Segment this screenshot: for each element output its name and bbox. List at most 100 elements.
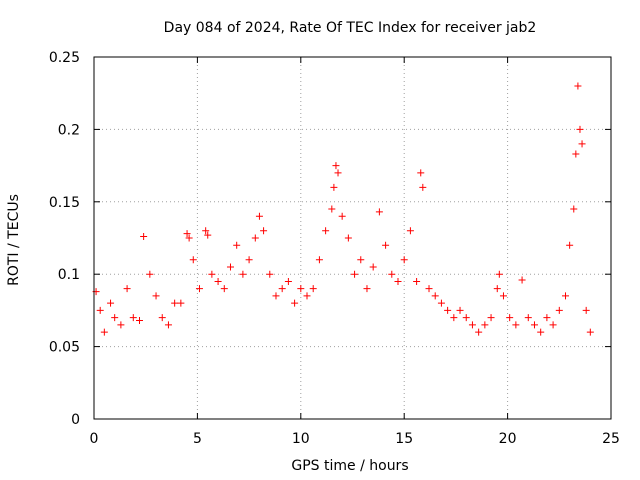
- y-tick-label: 0: [71, 412, 80, 428]
- data-point: [493, 285, 501, 293]
- data-point: [555, 306, 563, 314]
- data-point: [291, 299, 299, 307]
- data-point: [530, 321, 538, 329]
- data-point: [214, 277, 222, 285]
- data-point: [183, 230, 191, 238]
- data-point: [566, 241, 574, 249]
- data-point: [146, 270, 154, 278]
- data-point: [208, 270, 216, 278]
- data-point: [309, 285, 317, 293]
- data-point: [562, 292, 570, 300]
- data-point: [444, 306, 452, 314]
- data-point: [450, 314, 458, 322]
- data-point: [394, 277, 402, 285]
- data-point: [487, 314, 495, 322]
- data-point: [332, 162, 340, 170]
- data-point: [303, 292, 311, 300]
- data-point: [171, 299, 179, 307]
- data-point: [475, 328, 483, 336]
- data-point: [537, 328, 545, 336]
- data-point: [586, 328, 594, 336]
- data-point: [315, 256, 323, 264]
- data-point: [328, 205, 336, 213]
- chart-title: Day 084 of 2024, Rate Of TEC Index for r…: [164, 20, 537, 36]
- x-tick-label: 20: [499, 431, 517, 447]
- data-point: [266, 270, 274, 278]
- data-point: [255, 212, 263, 220]
- data-point: [388, 270, 396, 278]
- data-point: [437, 299, 445, 307]
- data-point: [152, 292, 160, 300]
- plot-frame: [93, 56, 612, 420]
- data-point: [204, 231, 212, 239]
- y-tick-label: 0.25: [49, 50, 80, 66]
- data-point: [245, 256, 253, 264]
- grid-layer: [94, 57, 611, 419]
- y-tick-label: 0.2: [58, 122, 80, 138]
- data-point: [495, 270, 503, 278]
- data-point: [468, 321, 476, 329]
- data-point: [100, 328, 108, 336]
- data-point: [189, 256, 197, 264]
- x-tick-label: 25: [602, 431, 620, 447]
- data-point: [164, 321, 172, 329]
- data-point: [382, 241, 390, 249]
- data-point: [578, 140, 586, 148]
- data-point: [582, 306, 590, 314]
- data-point: [512, 321, 520, 329]
- data-point: [506, 314, 514, 322]
- data-point: [123, 285, 131, 293]
- data-point: [220, 285, 228, 293]
- data-point: [111, 314, 119, 322]
- data-point: [135, 317, 143, 325]
- data-point: [462, 314, 470, 322]
- y-tick-label: 0.05: [49, 340, 80, 356]
- x-tick-label: 10: [292, 431, 310, 447]
- data-point: [543, 314, 551, 322]
- data-point: [239, 270, 247, 278]
- data-point: [140, 233, 148, 241]
- data-point: [107, 299, 115, 307]
- data-point: [284, 277, 292, 285]
- data-point: [425, 285, 433, 293]
- data-point: [322, 227, 330, 235]
- data-point: [431, 292, 439, 300]
- x-tick-label: 15: [395, 431, 413, 447]
- data-point: [400, 256, 408, 264]
- data-point: [574, 82, 582, 90]
- data-point: [351, 270, 359, 278]
- data-point: [357, 256, 365, 264]
- data-point: [260, 227, 268, 235]
- data-point: [177, 299, 185, 307]
- data-point: [570, 205, 578, 213]
- data-point: [272, 292, 280, 300]
- data-point: [297, 285, 305, 293]
- data-point: [419, 183, 427, 191]
- data-point: [363, 285, 371, 293]
- y-tick-label: 0.15: [49, 195, 80, 211]
- data-point: [481, 321, 489, 329]
- data-point: [338, 212, 346, 220]
- data-point: [117, 321, 125, 329]
- data-point: [226, 263, 234, 271]
- data-point: [413, 277, 421, 285]
- data-point: [549, 321, 557, 329]
- data-point: [518, 276, 526, 284]
- data-point: [406, 227, 414, 235]
- data-point: [572, 150, 580, 158]
- data-point: [369, 263, 377, 271]
- data-point: [129, 314, 137, 322]
- data-point: [233, 241, 241, 249]
- data-point: [202, 227, 210, 235]
- x-axis-label: GPS time / hours: [291, 458, 408, 474]
- data-point: [334, 169, 342, 177]
- data-point: [330, 183, 338, 191]
- data-point: [375, 208, 383, 216]
- data-point: [278, 285, 286, 293]
- data-point: [251, 234, 259, 242]
- data-point: [344, 234, 352, 242]
- x-tick-label: 0: [90, 431, 99, 447]
- data-point: [576, 125, 584, 133]
- data-point: [417, 169, 425, 177]
